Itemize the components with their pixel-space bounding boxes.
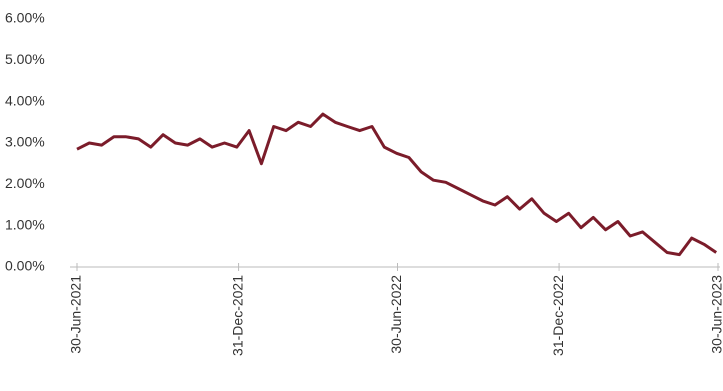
y-tick-label: 0.00% (5, 258, 45, 274)
y-tick-label: 1.00% (5, 216, 45, 232)
y-tick-label: 2.00% (5, 175, 45, 191)
x-tick-label: 30-Jun-2023 (709, 275, 723, 354)
x-tick-label: 31-Dec-2021 (229, 275, 245, 356)
data-line (76, 112, 718, 257)
y-tick-label: 4.00% (5, 92, 45, 108)
x-tick-label: 30-Jun-2022 (388, 275, 404, 354)
x-tick-label: 31-Dec-2022 (550, 275, 566, 356)
y-tick-label: 5.00% (5, 51, 45, 67)
y-tick-label: 3.00% (5, 134, 45, 150)
x-tick-label: 30-Jun-2021 (68, 275, 84, 354)
y-tick-label: 6.00% (5, 10, 45, 26)
